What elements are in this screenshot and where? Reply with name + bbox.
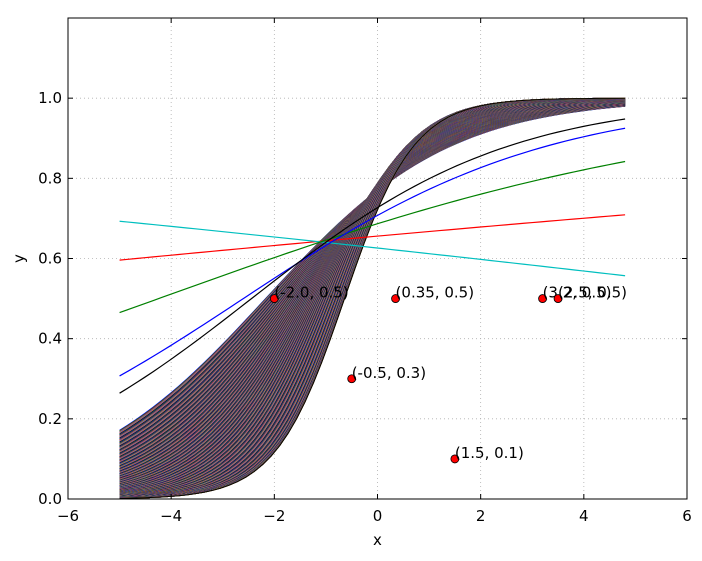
data-point — [538, 294, 547, 303]
series-line — [119, 220, 626, 277]
x-tick-label: 0 — [373, 507, 383, 525]
series-line — [119, 214, 626, 261]
x-axis-label: x — [373, 531, 382, 549]
x-tick-label: −4 — [160, 507, 182, 525]
point-label: (-0.5, 0.3) — [352, 364, 426, 382]
point-label: (1.5, 0.1) — [455, 444, 524, 462]
curve-line — [119, 97, 626, 499]
y-tick-label: 1.0 — [38, 89, 62, 107]
x-tick-label: 2 — [476, 507, 486, 525]
point-label: (0.35, 0.5) — [396, 284, 475, 302]
tick-group: −6 −4 −2 0 2 4 6 0.0 0.2 0.4 0.6 0.8 1.0 — [38, 18, 692, 525]
curve-group — [119, 97, 626, 499]
series-line — [119, 127, 626, 377]
point-group: (-2.0, 0.5) (0.35, 0.5) (3.2, 0.5)(2.5, 0.… — [269, 284, 627, 464]
y-tick-label: 0.2 — [38, 410, 62, 428]
point-label: (-2.0, 0.5) — [274, 284, 348, 302]
data-point — [347, 374, 357, 384]
data-point — [553, 294, 563, 303]
x-tick-label: 4 — [579, 507, 589, 525]
x-tick-label: 6 — [682, 507, 692, 525]
data-point — [391, 294, 400, 303]
y-tick-label: 0.8 — [38, 169, 62, 187]
point-label: (2.5, 0.5) — [558, 284, 627, 302]
series-line — [119, 160, 626, 314]
data-point — [450, 454, 460, 464]
data-point — [269, 294, 279, 303]
y-tick-label: 0.0 — [38, 490, 62, 508]
series-line — [119, 118, 626, 394]
y-axis-label: y — [10, 254, 28, 263]
x-tick-label: −6 — [57, 507, 79, 525]
x-tick-label: −2 — [263, 507, 285, 525]
y-tick-label: 0.4 — [38, 330, 62, 348]
y-tick-label: 0.6 — [38, 250, 62, 268]
